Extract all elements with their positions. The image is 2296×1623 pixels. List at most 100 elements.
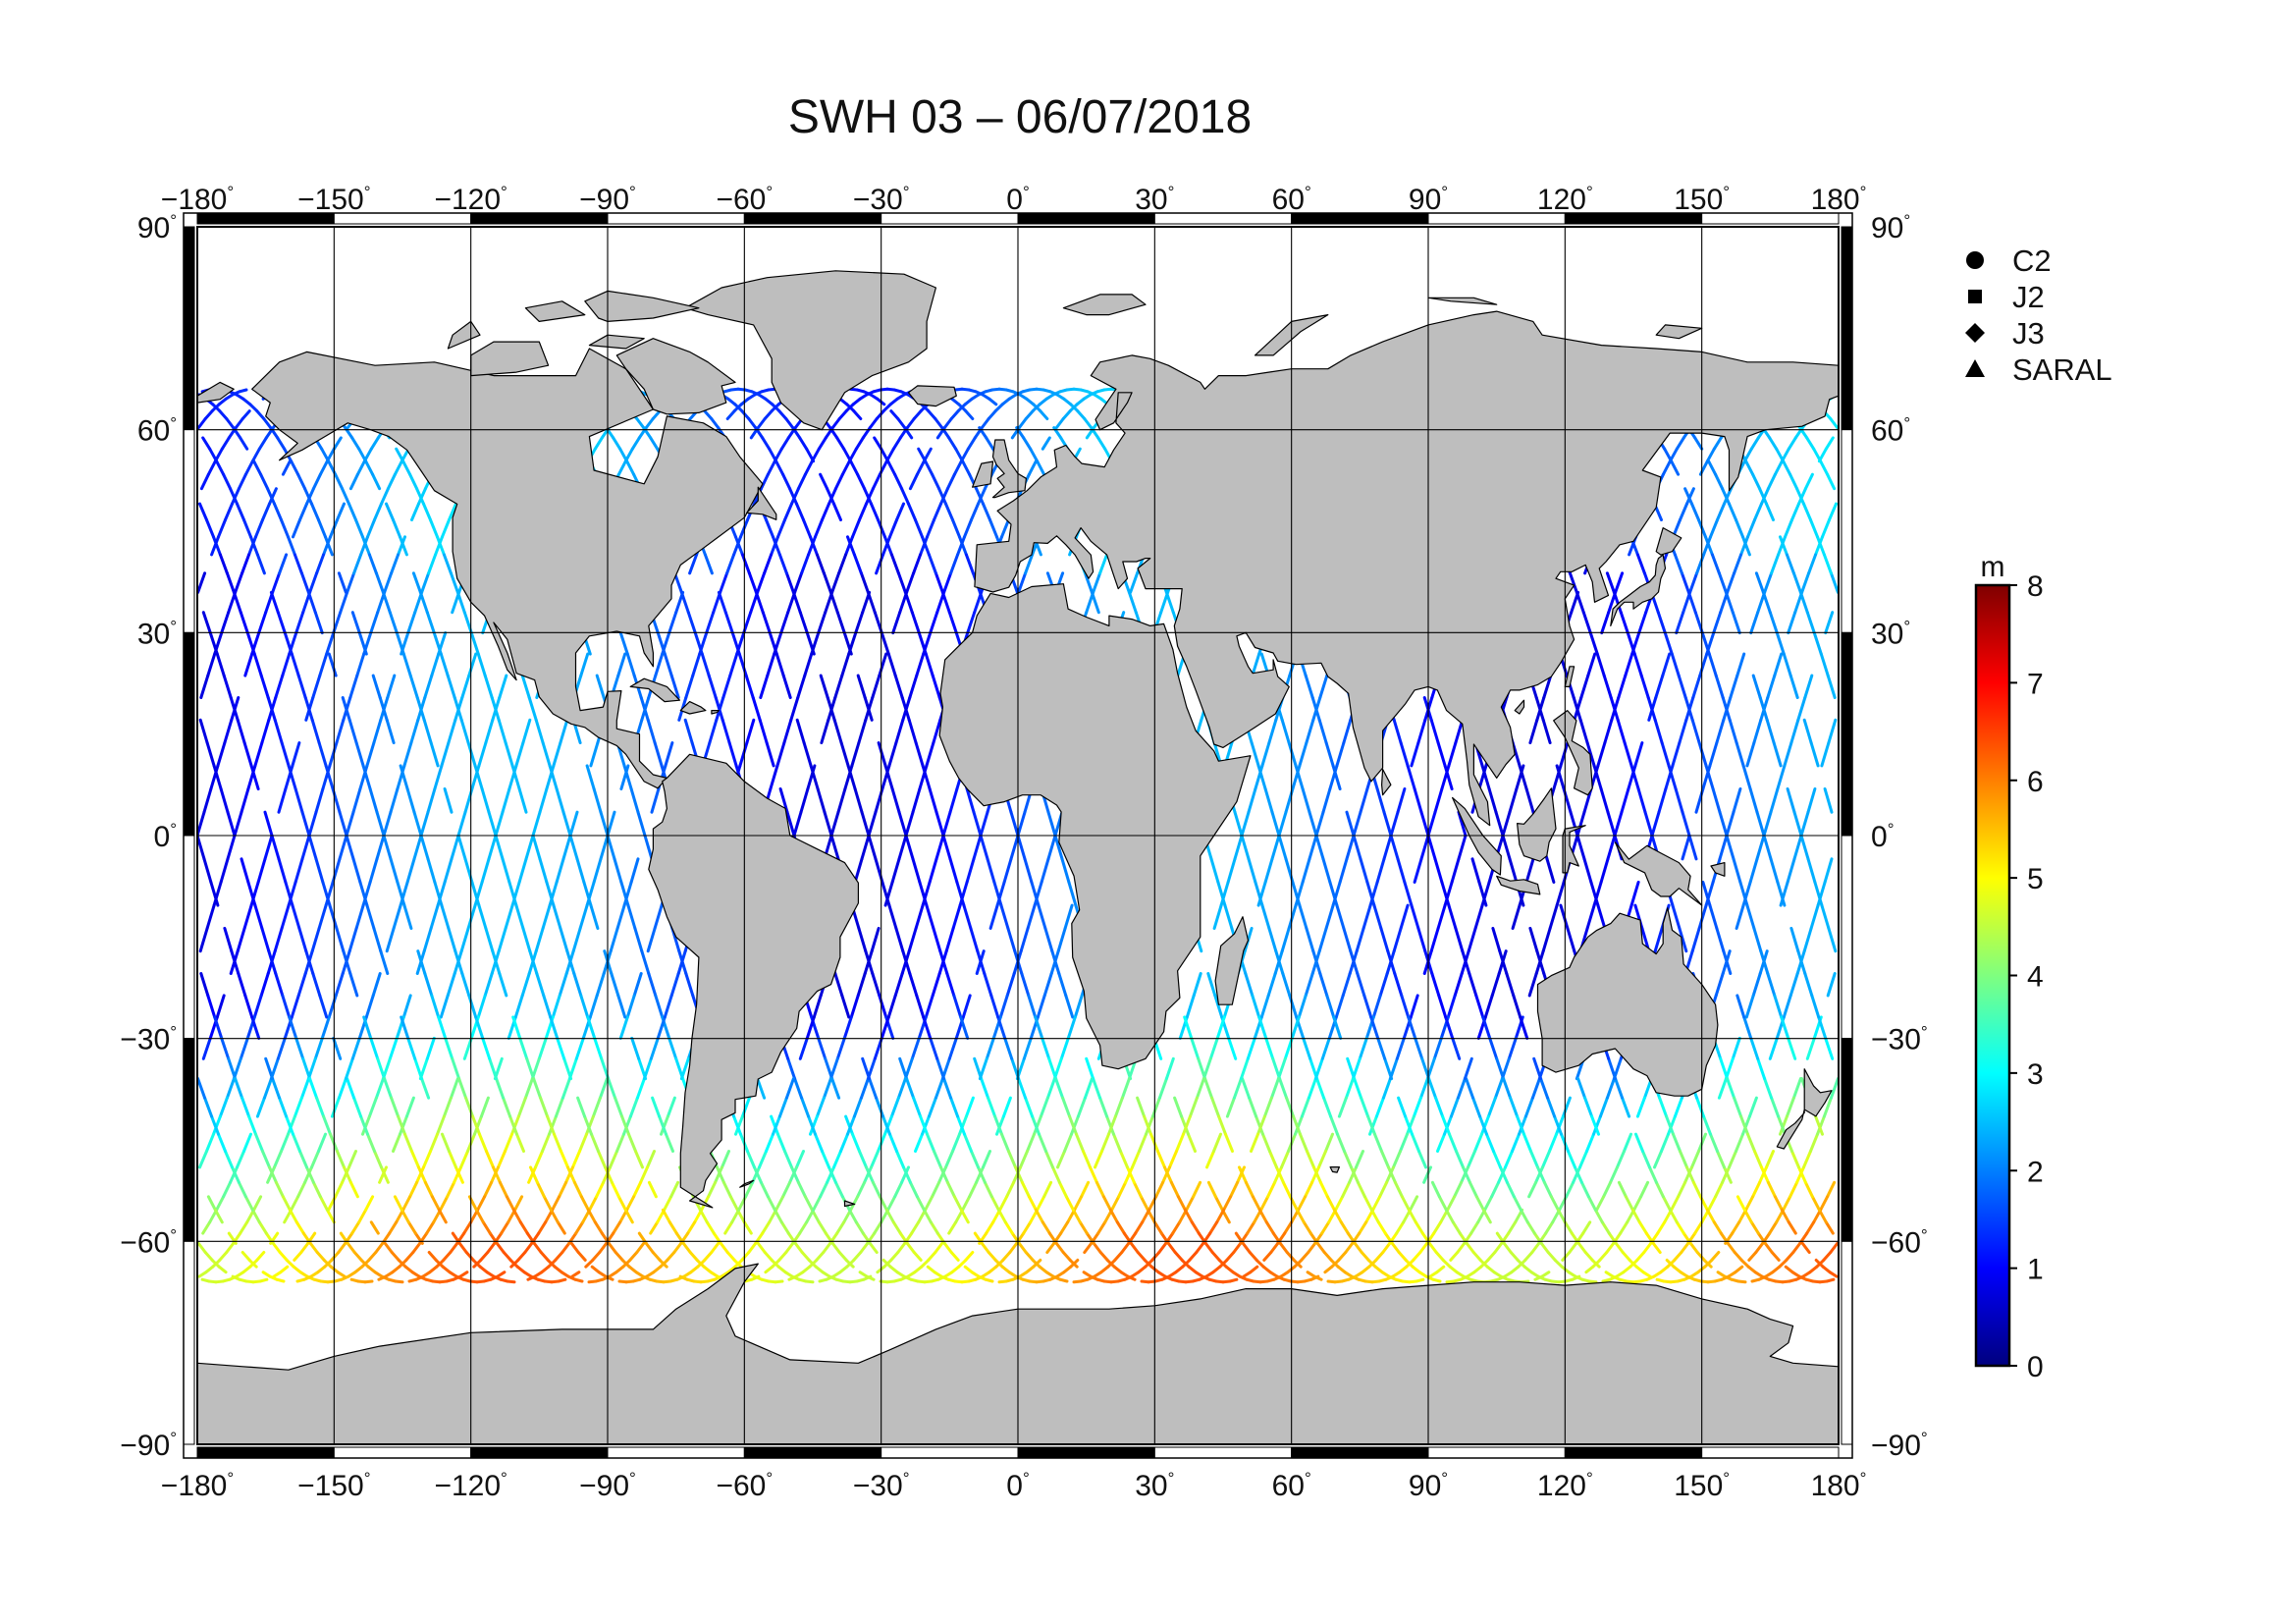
track-segment <box>299 571 310 594</box>
track-segment <box>454 1165 464 1184</box>
track-segment <box>1022 1220 1033 1235</box>
track-segment <box>317 741 328 768</box>
colorbar-tick-label: 3 <box>2027 1058 2044 1091</box>
track-segment <box>1710 1251 1721 1262</box>
track-segment <box>1507 1036 1518 1060</box>
track-segment <box>1049 949 1060 975</box>
track-segment <box>1342 718 1353 744</box>
track-segment <box>1039 1096 1049 1118</box>
track-segment <box>649 1036 660 1060</box>
track-segment <box>1672 1132 1682 1153</box>
track-segment <box>298 1150 308 1169</box>
track-segment <box>501 857 511 884</box>
track-segment <box>1281 972 1292 998</box>
track-segment <box>763 409 774 420</box>
track-segment <box>1575 834 1586 861</box>
track-segment <box>809 535 819 557</box>
track-segment <box>408 472 419 491</box>
land-polygon <box>1452 796 1502 876</box>
lon-tick-label-top: 60° <box>1272 183 1311 216</box>
track-segment <box>318 1195 329 1212</box>
track-segment <box>523 1077 534 1100</box>
track-segment <box>1814 1258 1825 1269</box>
track-segment <box>1773 1195 1784 1212</box>
track-segment <box>1281 1180 1292 1199</box>
track-segment <box>1803 472 1814 491</box>
track-segment <box>1266 1180 1277 1199</box>
track-segment <box>732 1114 742 1136</box>
track-segment <box>294 1036 305 1060</box>
track-segment <box>1715 718 1726 744</box>
track-segment <box>1786 857 1796 884</box>
track-segment <box>1046 834 1057 861</box>
track-segment <box>1725 810 1735 838</box>
track-segment <box>934 417 944 430</box>
track-segment <box>480 857 491 884</box>
track-segment <box>420 571 431 594</box>
track-segment <box>399 1114 408 1136</box>
track-segment <box>551 1195 561 1212</box>
track-segment <box>658 1114 667 1136</box>
track-segment <box>253 903 264 930</box>
track-segment <box>1470 857 1481 884</box>
track-segment <box>789 696 800 722</box>
track-segment <box>1504 1150 1514 1169</box>
track-segment <box>896 1241 907 1254</box>
track-segment <box>1441 1258 1452 1269</box>
colorbar-tick-label: 0 <box>2027 1351 2044 1383</box>
track-segment <box>590 1132 600 1153</box>
track-segment <box>457 1077 468 1100</box>
track-segment <box>568 810 579 838</box>
track-segment <box>1407 1015 1417 1040</box>
track-segment <box>1765 1150 1775 1169</box>
track-segment <box>934 571 944 594</box>
track-segment <box>1810 1195 1821 1212</box>
track-segment <box>483 972 494 998</box>
track-segment <box>625 994 636 1019</box>
track-segment <box>330 1251 341 1262</box>
track-segment <box>1379 927 1390 953</box>
track-segment <box>1314 834 1325 861</box>
track-segment <box>347 502 357 521</box>
track-segment <box>1353 1077 1363 1100</box>
track-segment <box>961 994 972 1019</box>
track-segment <box>1280 927 1291 953</box>
track-segment <box>814 518 824 539</box>
track-segment <box>924 994 934 1019</box>
track-segment <box>210 1258 221 1269</box>
track-segment <box>864 696 875 722</box>
track-segment <box>236 927 246 953</box>
track-segment <box>905 1077 916 1100</box>
track-segment <box>925 903 935 930</box>
track-segment <box>932 927 942 953</box>
track-segment <box>1637 611 1648 635</box>
track-segment <box>520 674 531 699</box>
track-segment <box>497 927 507 953</box>
track-segment <box>313 611 324 635</box>
lon-tick-label-bottom: −90° <box>579 1469 636 1502</box>
track-segment <box>1766 472 1777 491</box>
track-segment <box>863 949 874 975</box>
track-segment <box>298 502 308 521</box>
track-segment <box>243 652 254 677</box>
track-segment <box>1685 1165 1695 1184</box>
track-segment <box>538 787 549 814</box>
track-segment <box>422 718 433 744</box>
track-segment <box>225 1241 236 1254</box>
track-segment <box>896 1077 907 1100</box>
track-segment <box>1773 460 1784 476</box>
track-segment <box>1690 1150 1700 1169</box>
track-segment <box>1635 1096 1646 1118</box>
track-segment <box>284 881 294 907</box>
track-segment <box>301 1056 312 1081</box>
track-segment <box>321 881 332 907</box>
track-segment <box>1813 881 1824 907</box>
track-segment <box>1341 972 1352 998</box>
track-segment <box>1124 1165 1134 1184</box>
frame-segment-bottom <box>607 1446 745 1459</box>
track-segment <box>1311 696 1322 722</box>
track-segment <box>1738 881 1749 907</box>
track-segment <box>623 447 634 463</box>
track-segment <box>546 1114 556 1136</box>
track-segment <box>1353 1241 1363 1254</box>
